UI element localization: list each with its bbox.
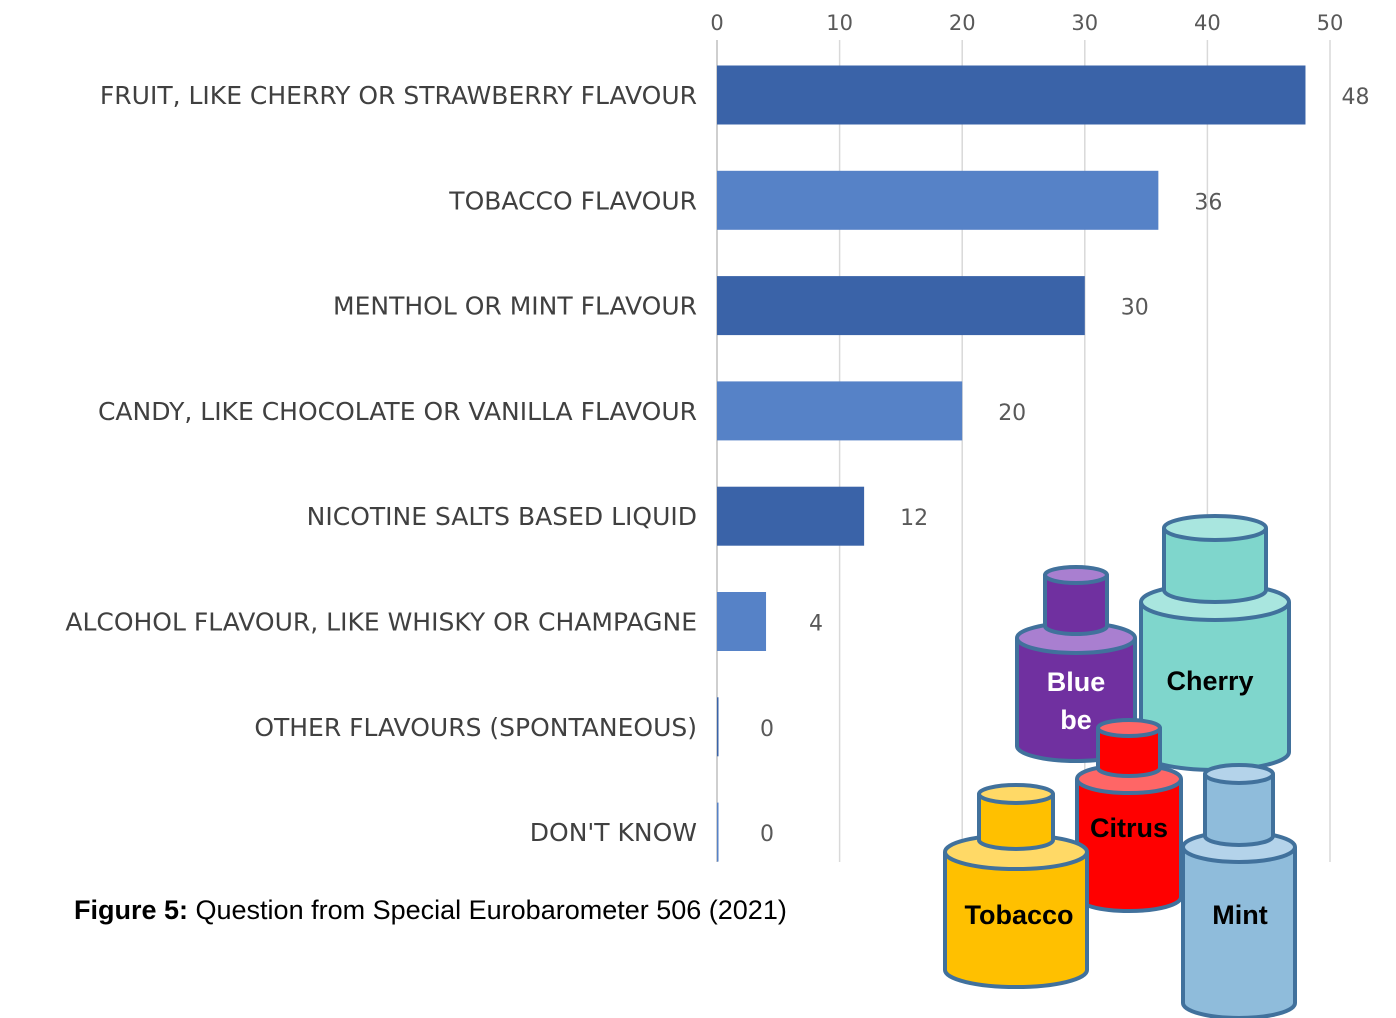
figure-caption: Figure 5: Question from Special Eurobaro…: [74, 895, 787, 926]
bar: [717, 592, 767, 651]
bottle-blueberry-label-1: Blue: [1047, 667, 1106, 697]
category-label: MENTHOL OR MINT FLAVOUR: [333, 292, 697, 321]
bottle-blueberry-label-2: be: [1060, 705, 1092, 735]
bar: [717, 65, 1306, 125]
bottle-illustration: Cherry Blue be Citrus Mint: [943, 514, 1297, 1018]
x-tick-label: 50: [1317, 11, 1344, 35]
data-label: 0: [760, 822, 774, 847]
bottle-citrus: [1075, 718, 1183, 913]
value-labels: 48 36 30 20 12 4 0 0: [760, 85, 1369, 847]
figure-caption-text: Question from Special Eurobarometer 506 …: [188, 895, 787, 925]
category-label: CANDY, LIKE CHOCOLATE OR VANILLA FLAVOUR: [98, 397, 697, 426]
category-label: ALCOHOL FLAVOUR, LIKE WHISKY OR CHAMPAGN…: [65, 608, 697, 637]
figure-caption-label: Figure 5:: [74, 895, 189, 925]
x-tick-label: 40: [1194, 11, 1221, 35]
x-tick-label: 20: [949, 11, 976, 35]
bottle-mint: [1181, 763, 1297, 1018]
data-label: 36: [1194, 190, 1222, 215]
category-labels: FRUIT, LIKE CHERRY OR STRAWBERRY FLAVOUR…: [65, 81, 697, 847]
bottle-citrus-label: Citrus: [1090, 813, 1168, 843]
data-label: 4: [809, 612, 823, 637]
bottle-cherry-label: Cherry: [1166, 666, 1253, 696]
category-label: OTHER FLAVOURS (SPONTANEOUS): [254, 713, 697, 742]
bar: [717, 486, 865, 546]
bar: [717, 170, 1159, 230]
data-label: 48: [1341, 85, 1369, 110]
bar: [717, 276, 1085, 336]
bar: [717, 697, 719, 757]
category-label: DON'T KNOW: [530, 818, 697, 847]
x-tick-label: 10: [826, 11, 853, 35]
data-label: 20: [998, 401, 1026, 426]
bottle-tobacco: [943, 783, 1089, 989]
x-tick-label: 30: [1071, 11, 1098, 35]
x-axis-ticks: 0 10 20 30 40 50: [710, 11, 1343, 35]
x-tick-label: 0: [710, 11, 723, 35]
bottle-mint-label: Mint: [1212, 900, 1267, 930]
bars: [717, 65, 1306, 862]
data-label: 30: [1121, 296, 1149, 321]
bar: [717, 802, 719, 862]
category-label: NICOTINE SALTS BASED LIQUID: [307, 502, 697, 531]
category-label: FRUIT, LIKE CHERRY OR STRAWBERRY FLAVOUR: [100, 81, 697, 110]
category-label: TOBACCO FLAVOUR: [448, 186, 697, 215]
data-label: 0: [760, 717, 774, 742]
bottle-cherry: [1139, 514, 1291, 772]
data-label: 12: [900, 506, 928, 531]
bar: [717, 381, 963, 441]
bottle-tobacco-label: Tobacco: [964, 900, 1073, 930]
